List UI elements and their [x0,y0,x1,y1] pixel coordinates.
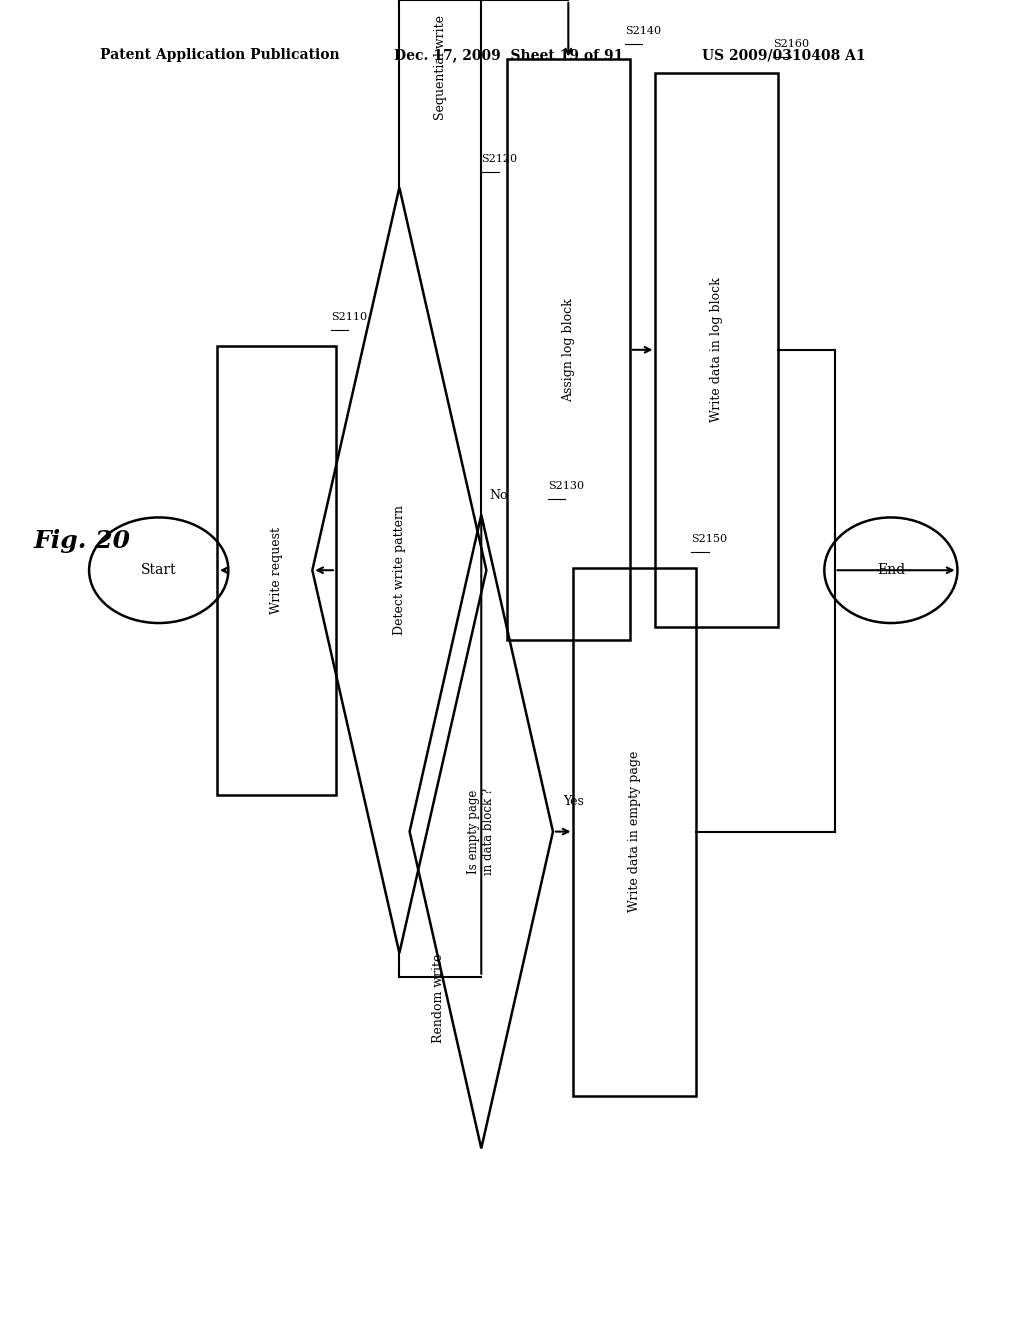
Text: S2120: S2120 [481,153,517,164]
Text: S2130: S2130 [548,480,584,491]
Text: Dec. 17, 2009  Sheet 19 of 91: Dec. 17, 2009 Sheet 19 of 91 [394,49,624,62]
Text: Yes: Yes [563,795,584,808]
Text: Fig. 20: Fig. 20 [34,529,130,553]
Text: End: End [877,564,905,577]
Text: US 2009/0310408 A1: US 2009/0310408 A1 [702,49,866,62]
Bar [217,346,336,795]
Text: Patent Application Publication: Patent Application Publication [100,49,340,62]
Text: S2110: S2110 [331,312,367,322]
Bar [655,73,778,627]
Text: Write data in log block: Write data in log block [711,277,723,422]
Text: S2140: S2140 [625,25,660,36]
Text: S2160: S2160 [773,38,809,49]
Text: Write request: Write request [270,527,283,614]
Text: Rendom write: Rendom write [432,953,444,1043]
Text: Start: Start [141,564,176,577]
Text: Sequential write: Sequential write [434,15,446,120]
Bar [507,59,630,640]
Text: Is empty page
in data block ?: Is empty page in data block ? [467,788,496,875]
Text: Detect write pattern: Detect write pattern [393,506,406,635]
Text: S2150: S2150 [691,533,727,544]
Bar [573,568,696,1096]
Text: Assign log block: Assign log block [562,298,574,401]
Text: Write data in empty page: Write data in empty page [629,751,641,912]
Text: No: No [489,488,508,502]
